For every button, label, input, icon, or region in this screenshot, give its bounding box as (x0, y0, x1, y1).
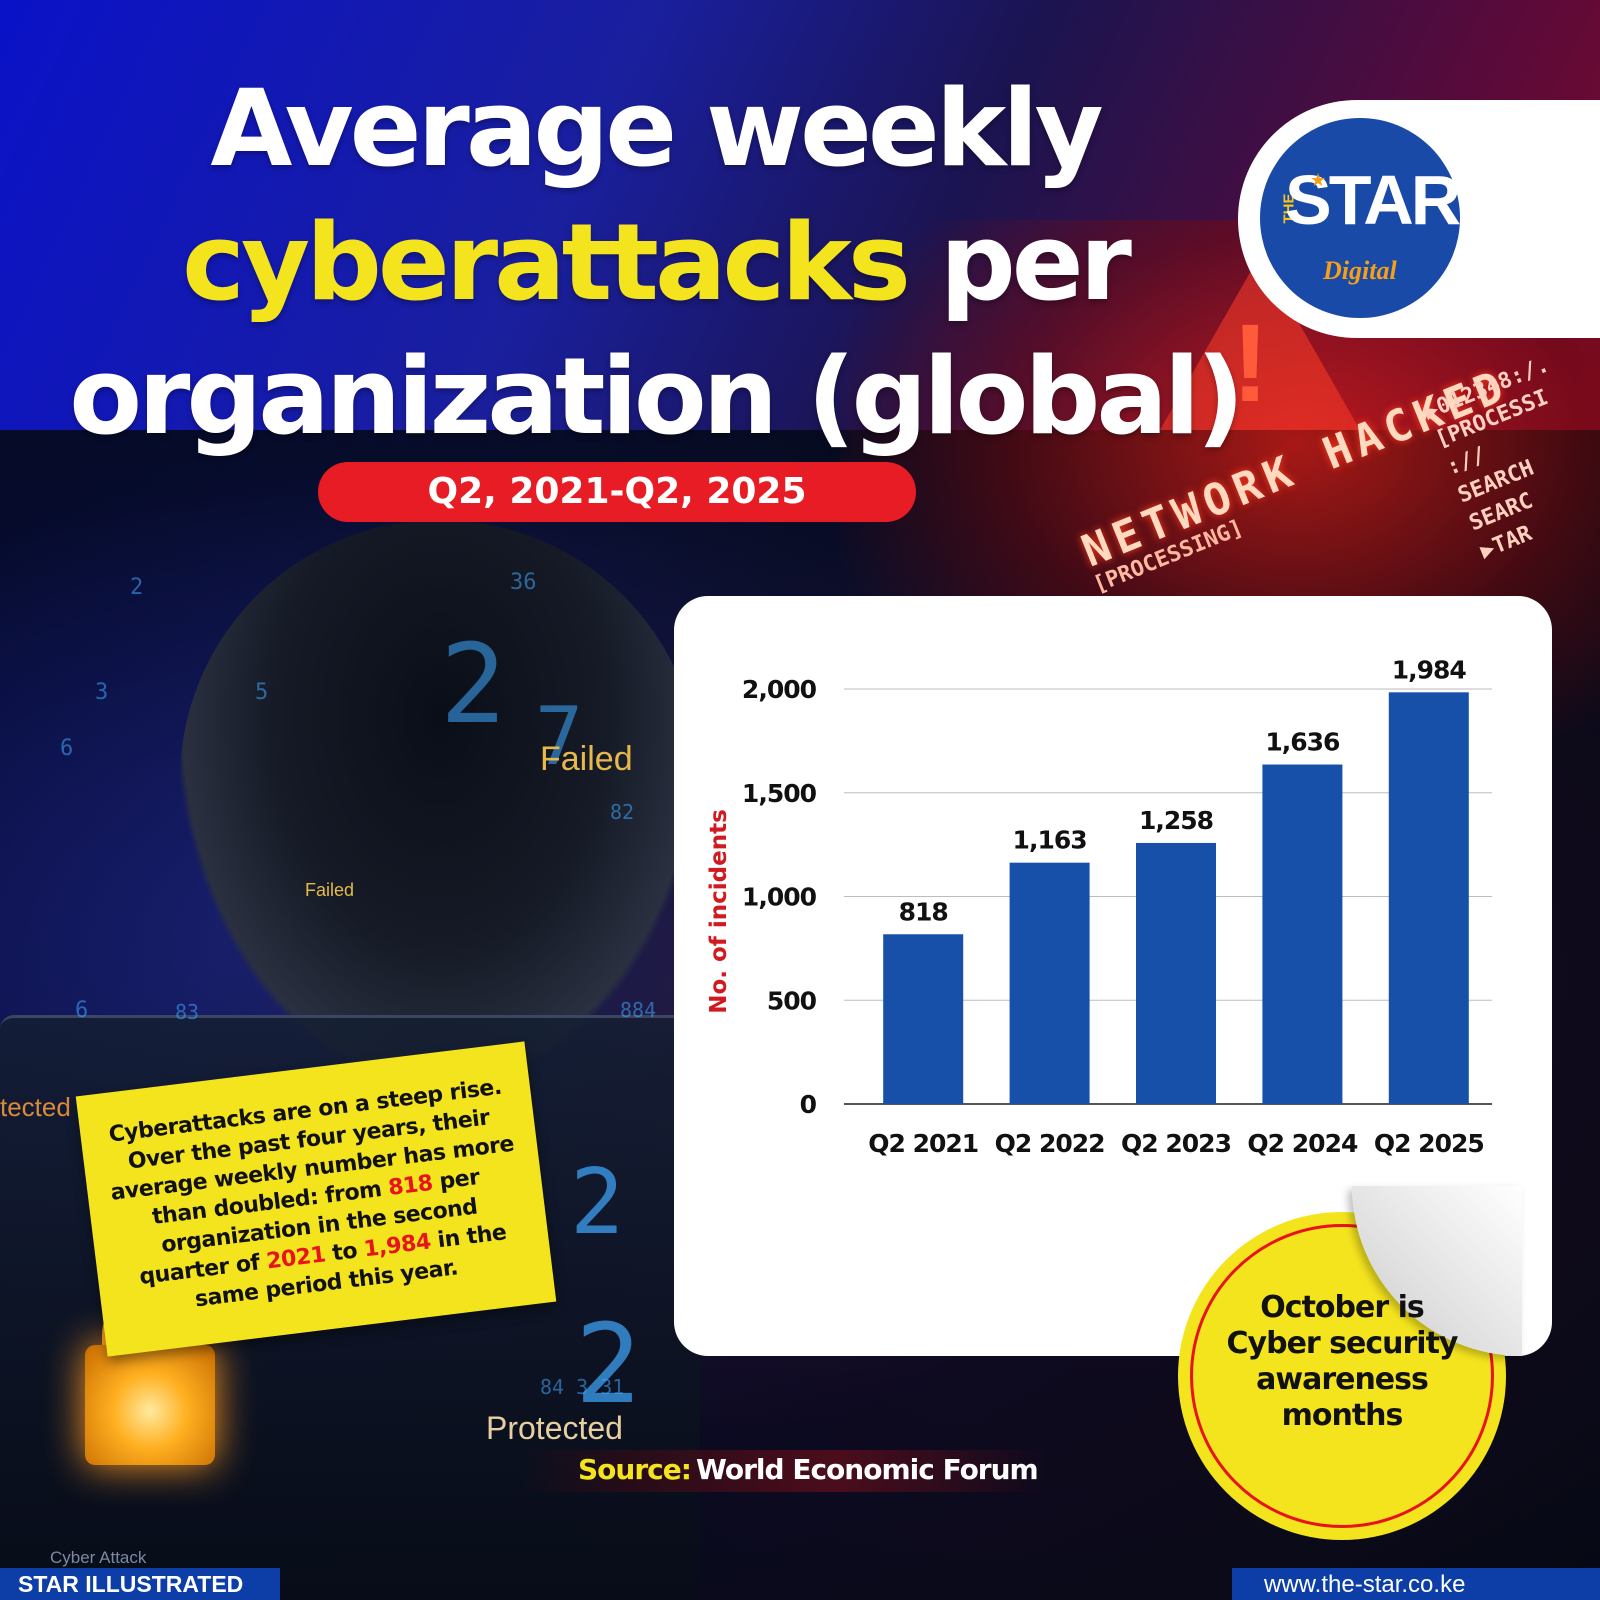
bar (1136, 842, 1216, 1104)
exclamation-icon: ! (1232, 302, 1269, 425)
bar (883, 934, 964, 1104)
digit-glyph: 83 (175, 1000, 200, 1024)
summary-note: Cyberattacks are on a steep rise. Over t… (75, 1041, 557, 1357)
title-line-2-rest: per (939, 201, 1132, 324)
title-line-1: Average weekly (210, 67, 1103, 190)
cyber-attack-text: Cyber Attack (50, 1548, 147, 1567)
digit-glyph: 5 (255, 680, 269, 705)
data-label: 1,984 (1392, 655, 1467, 684)
period-badge: Q2, 2021-Q2, 2025 (318, 462, 916, 522)
source-value: World Economic Forum (696, 1453, 1039, 1486)
sticker-text: October is Cyber security awareness mont… (1226, 1290, 1459, 1433)
hooded-hacker-image (180, 520, 700, 1080)
digit-glyph: 2 (130, 575, 144, 600)
data-label: 1,636 (1265, 728, 1340, 757)
logo-digital-text: Digital (1323, 256, 1397, 285)
digit-glyph: 36 (510, 570, 537, 595)
note-part-3: to (323, 1237, 366, 1268)
failed-text-large: Failed (540, 740, 633, 778)
sticker-ring (1190, 1224, 1494, 1528)
x-tick-label: Q2 2021 (868, 1129, 978, 1158)
digit-glyph: 884 (620, 998, 657, 1022)
digit-glyph: 84 3 31 (540, 1375, 625, 1399)
title-line-3: organization (global) (69, 335, 1244, 458)
digit-glyph: 2 (575, 1300, 642, 1428)
digit-glyph: 2 (570, 1150, 625, 1255)
source-bar (520, 1450, 1048, 1492)
y-tick-label: 1,000 (742, 883, 817, 912)
footer-right-bar (1232, 1568, 1600, 1600)
title-line-2: cyberattacks per (40, 196, 1270, 330)
y-tick-label: 1,500 (742, 779, 817, 808)
x-tick-label: Q2 2024 (1247, 1129, 1358, 1158)
digit-glyph: 2 (440, 620, 507, 748)
bar (1262, 764, 1343, 1104)
note-value-818: 818 (386, 1170, 435, 1202)
y-tick-label: 500 (767, 986, 817, 1015)
y-axis-label: No. of incidents (706, 809, 732, 1014)
logo-star-icon: ★ (1310, 170, 1327, 191)
digit-glyph: 7 (535, 690, 584, 783)
footer-url-link[interactable]: www.the-star.co.ke (1264, 1571, 1466, 1598)
footer-left-bar (0, 1568, 280, 1600)
x-tick-label: Q2 2025 (1374, 1129, 1484, 1158)
logo-star-text: STAR (1285, 161, 1461, 239)
data-label: 1,258 (1139, 806, 1213, 835)
bar (1009, 862, 1090, 1104)
bar (1388, 692, 1469, 1104)
y-tick-label: 0 (800, 1090, 817, 1119)
failed-text-small: Failed (305, 880, 355, 900)
x-tick-label: Q2 2023 (1121, 1129, 1231, 1158)
footer-brand-text: STAR ILLUSTRATED (18, 1571, 244, 1597)
bar-chart: 0 500 1,000 1,500 2,000 No. of incidents 818 Q2… (706, 655, 1492, 1158)
digit-glyph: 6 (75, 998, 89, 1023)
star-digital-logo[interactable] (1260, 118, 1460, 318)
y-tick-label: 2,000 (742, 675, 817, 704)
digit-glyph: 6 (60, 736, 74, 761)
note-value-1984: 1,984 (362, 1229, 433, 1263)
data-label: 818 (899, 897, 948, 926)
data-label: 1,163 (1013, 826, 1087, 855)
page-title: Average weekly cyberattacks per organiza… (40, 62, 1270, 464)
digit-glyph: 3 (95, 680, 109, 705)
padlock-icon (85, 1345, 215, 1465)
source-label: Source: (578, 1453, 692, 1486)
protected-text-left: tected (0, 1092, 71, 1122)
summary-note-text: Cyberattacks are on a steep rise. Over t… (99, 1072, 533, 1324)
digit-glyph: 82 (610, 800, 635, 824)
protected-text-bottom: Protected (486, 1410, 623, 1446)
note-value-2021: 2021 (265, 1242, 327, 1275)
x-tick-label: Q2 2022 (995, 1129, 1105, 1158)
title-highlight: cyberattacks (182, 201, 911, 324)
